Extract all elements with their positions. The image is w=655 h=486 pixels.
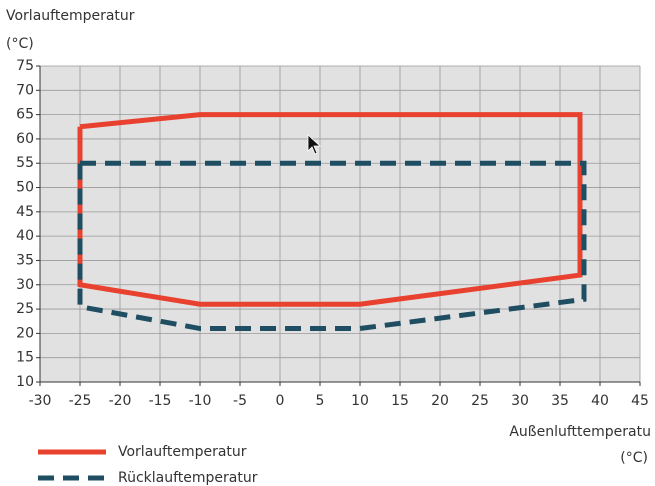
x-tick-label: -30 bbox=[29, 393, 52, 409]
x-axis-unit: (°C) bbox=[620, 450, 648, 466]
legend-label: Vorlauftemperatur bbox=[118, 444, 247, 460]
y-tick-label: 10 bbox=[16, 374, 34, 390]
x-axis-label: Außenlufttemperatu bbox=[509, 424, 651, 440]
y-tick-label: 35 bbox=[16, 252, 34, 268]
y-tick-label: 75 bbox=[16, 58, 34, 74]
x-tick-label: 20 bbox=[431, 393, 449, 409]
y-tick-label: 60 bbox=[16, 131, 34, 147]
x-tick-label: 5 bbox=[316, 393, 325, 409]
x-tick-label: -25 bbox=[69, 393, 92, 409]
y-tick-label: 40 bbox=[16, 228, 34, 244]
y-tick-label: 55 bbox=[16, 155, 34, 171]
x-tick-label: -5 bbox=[233, 393, 247, 409]
series-line bbox=[77, 112, 583, 307]
y-tick-label: 30 bbox=[16, 277, 34, 293]
y-axis-unit: (°C) bbox=[6, 36, 34, 52]
y-tick-label: 25 bbox=[16, 301, 34, 317]
series-line bbox=[77, 160, 587, 332]
y-tick-label: 15 bbox=[16, 350, 34, 366]
y-tick-label: 45 bbox=[16, 204, 34, 220]
x-tick-label: 25 bbox=[471, 393, 489, 409]
cursor bbox=[307, 134, 322, 155]
x-tick-label: -10 bbox=[189, 393, 212, 409]
y-tick-label: 20 bbox=[16, 325, 34, 341]
x-tick-label: 30 bbox=[511, 393, 529, 409]
legend-label: Rücklauftemperatur bbox=[118, 470, 258, 486]
x-tick-label: 0 bbox=[276, 393, 285, 409]
y-axis-label: Vorlauftemperatur bbox=[6, 8, 135, 24]
x-tick-label: -20 bbox=[109, 393, 132, 409]
x-tick-label: 10 bbox=[351, 393, 369, 409]
x-tick-label: 15 bbox=[391, 393, 409, 409]
x-tick-label: 40 bbox=[591, 393, 609, 409]
x-tick-label: -15 bbox=[149, 393, 172, 409]
y-tick-label: 50 bbox=[16, 180, 34, 196]
x-tick-label: 35 bbox=[551, 393, 569, 409]
x-tick-label: 45 bbox=[631, 393, 649, 409]
y-tick-label: 70 bbox=[16, 82, 34, 98]
y-tick-label: 65 bbox=[16, 107, 34, 123]
